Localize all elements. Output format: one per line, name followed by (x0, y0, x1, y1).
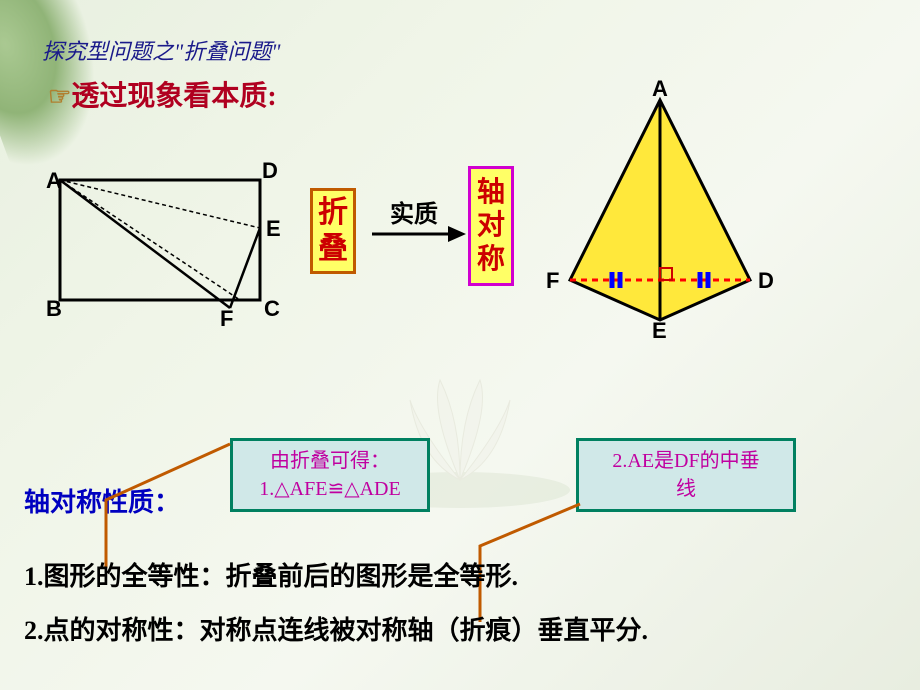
label-F: F (220, 306, 233, 330)
label-E: E (266, 216, 280, 241)
sym-char-2: 对 (477, 209, 505, 243)
label-C: C (264, 296, 280, 321)
label-A: A (46, 168, 62, 193)
sym-char-1: 轴 (477, 176, 505, 210)
symmetry-box: 轴 对 称 (468, 166, 514, 286)
label-D: D (262, 160, 278, 183)
subtitle-colon: : (267, 81, 276, 112)
callout2-line2: 线 (589, 475, 783, 503)
kite-label-F: F (546, 268, 559, 293)
fold-char-1: 折 (318, 195, 348, 231)
essence-arrow: 实质 (368, 200, 468, 248)
fold-char-2: 叠 (318, 231, 348, 267)
subtitle: ☞透过现象看本质: (48, 74, 277, 114)
callout1-line1: 由折叠可得： (243, 447, 417, 475)
property-title: 轴对称性质： (24, 482, 180, 519)
kite-label-E: E (652, 318, 667, 340)
body-line-2: 2.点的对称性：对称点连线被对称轴（折痕）垂直平分. (24, 610, 648, 647)
callout1-line2: 1.△AFE≌△ADE (243, 475, 417, 503)
kite-label-A: A (652, 80, 668, 101)
callout2-line1: 2.AE是DF的中垂 (589, 447, 783, 475)
callout-bisector: 2.AE是DF的中垂 线 (576, 438, 796, 512)
fold-box: 折 叠 (310, 188, 356, 274)
callout-congruent: 由折叠可得： 1.△AFE≌△ADE (230, 438, 430, 512)
subtitle-text: 透过现象看本质 (71, 81, 267, 112)
sym-char-3: 称 (477, 243, 505, 277)
label-B: B (46, 296, 62, 321)
kite-diagram: A D E F (530, 80, 790, 340)
hand-icon: ☞ (48, 82, 71, 111)
rectangle-fold-diagram: A D B C E F (40, 160, 280, 330)
arrow-label: 实质 (390, 194, 438, 229)
body-line-1: 1.图形的全等性：折叠前后的图形是全等形. (24, 556, 518, 593)
kite-label-D: D (758, 268, 774, 293)
page-title: 探究型问题之"折叠问题" (42, 34, 280, 66)
